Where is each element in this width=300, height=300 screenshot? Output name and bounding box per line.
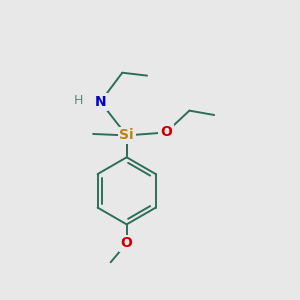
Text: O: O bbox=[160, 125, 172, 140]
Text: O: O bbox=[121, 236, 133, 250]
Text: H: H bbox=[74, 94, 83, 107]
Text: Si: Si bbox=[119, 128, 134, 142]
Text: N: N bbox=[94, 95, 106, 109]
